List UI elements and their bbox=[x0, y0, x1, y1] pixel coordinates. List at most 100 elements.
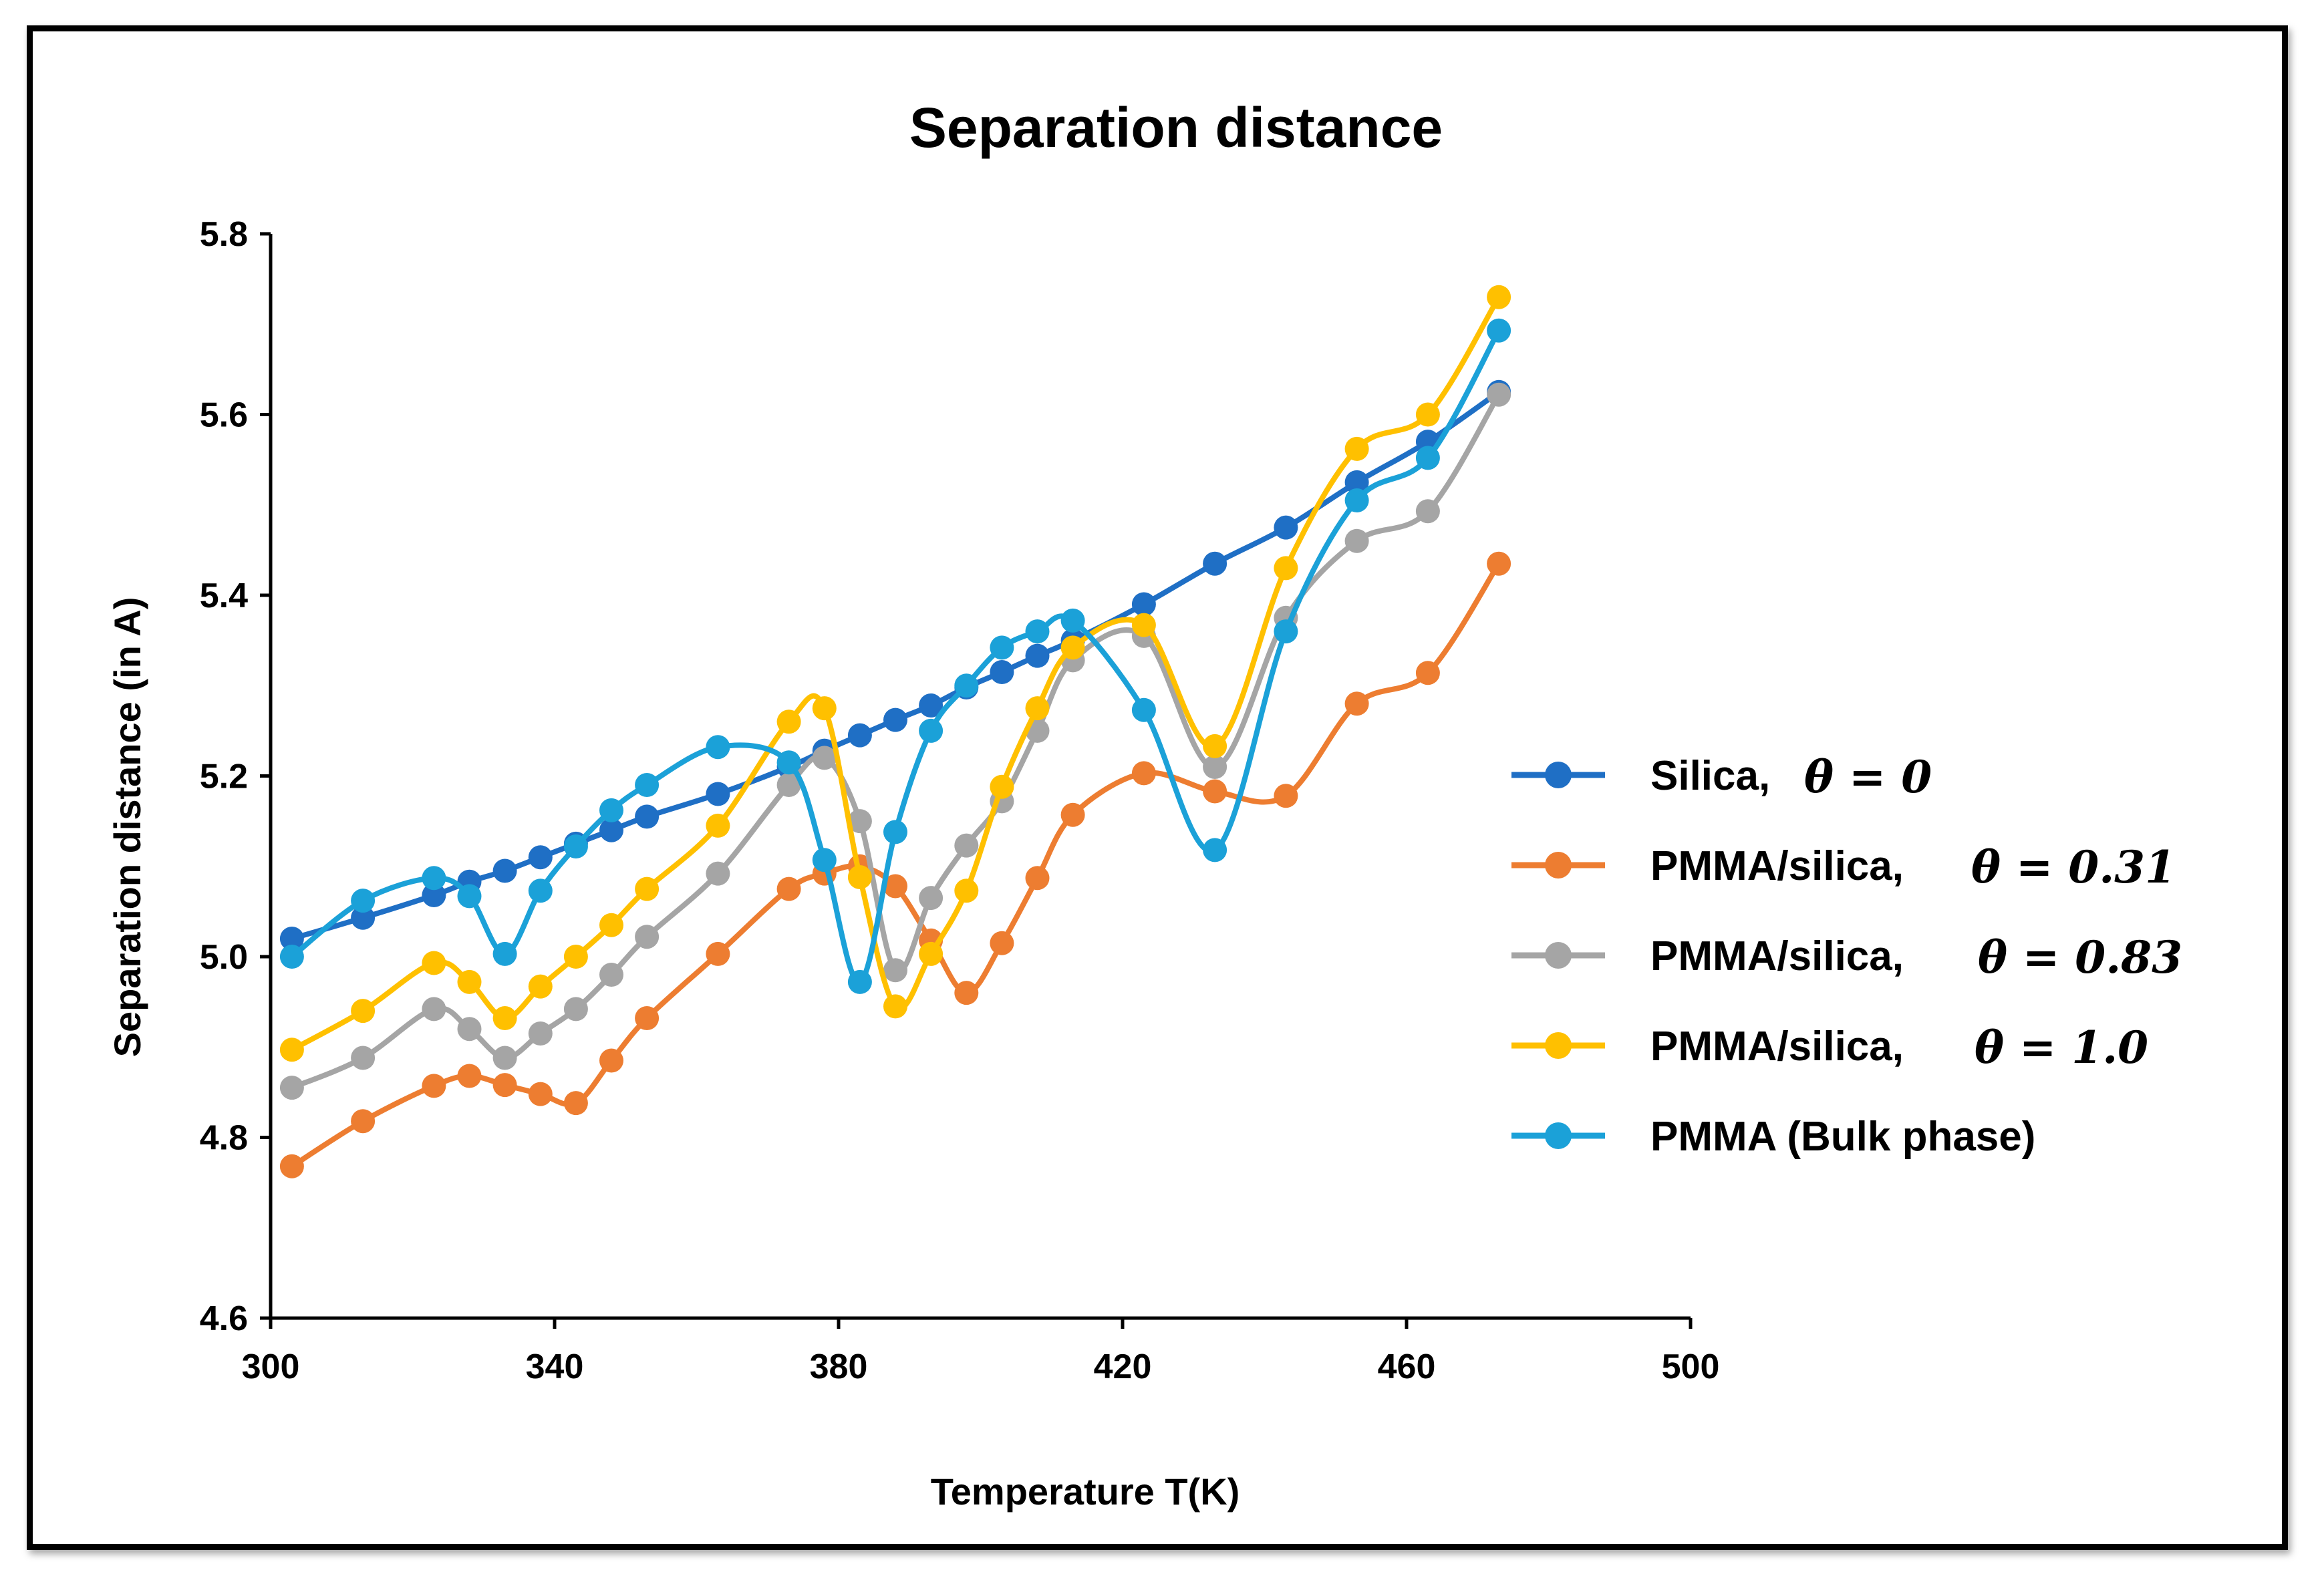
legend-label: Silica, bbox=[1650, 753, 1770, 799]
series-layer bbox=[279, 285, 1511, 1178]
x-tick-label: 340 bbox=[526, 1347, 584, 1386]
data-point-pmma-silica-theta-0-31 bbox=[599, 1048, 623, 1073]
x-tick-label: 420 bbox=[1094, 1347, 1152, 1386]
data-point-pmma-silica-theta-0-31 bbox=[492, 1073, 517, 1098]
data-point-pmma-silica-theta-0-83 bbox=[883, 958, 907, 983]
data-point-pmma-bulk-phase bbox=[351, 889, 376, 913]
data-point-pmma-bulk-phase bbox=[492, 941, 517, 966]
data-point-pmma-silica-theta-1-0 bbox=[919, 941, 943, 966]
axes: 4.6 4.8 5.0 5.2 5.4 5.6 5.8 300 340 380 420 460 500 bbox=[200, 215, 1720, 1386]
series-silica-theta-0 bbox=[279, 379, 1511, 951]
data-point-pmma-bulk-phase bbox=[563, 834, 588, 858]
data-point-pmma-silica-theta-0-83 bbox=[847, 809, 872, 834]
x-tick-label: 300 bbox=[242, 1347, 300, 1386]
data-point-pmma-bulk-phase bbox=[1487, 318, 1511, 343]
data-point-pmma-silica-theta-0-83 bbox=[563, 997, 588, 1021]
data-point-pmma-silica-theta-0-83 bbox=[1344, 528, 1369, 553]
x-axis-title: Temperature T(K) bbox=[931, 1470, 1240, 1513]
data-point-pmma-silica-theta-1-0 bbox=[492, 1006, 517, 1030]
legend-swatch-marker bbox=[1545, 1032, 1572, 1059]
y-tick-label: 5.2 bbox=[200, 758, 248, 796]
data-point-pmma-silica-theta-0-31 bbox=[1274, 784, 1298, 808]
legend-swatch-marker bbox=[1545, 762, 1572, 788]
data-point-pmma-silica-theta-1-0 bbox=[990, 774, 1014, 799]
data-point-pmma-silica-theta-0-83 bbox=[812, 746, 837, 770]
data-point-pmma-bulk-phase bbox=[1131, 697, 1156, 722]
data-point-pmma-bulk-phase bbox=[528, 879, 553, 903]
data-point-pmma-bulk-phase bbox=[457, 884, 482, 909]
data-point-pmma-silica-theta-0-31 bbox=[1131, 761, 1156, 786]
data-point-pmma-silica-theta-1-0 bbox=[279, 1038, 304, 1062]
y-tick-label: 4.6 bbox=[200, 1299, 248, 1338]
data-point-silica-theta-0 bbox=[1203, 551, 1227, 576]
y-axis-title: Separation distance (in A) bbox=[106, 597, 148, 1058]
legend-math-label: θ = 0.83 bbox=[1978, 931, 2182, 983]
data-point-pmma-silica-theta-0-83 bbox=[457, 1017, 482, 1042]
data-point-pmma-bulk-phase bbox=[599, 798, 623, 822]
data-point-pmma-bulk-phase bbox=[1203, 838, 1227, 862]
data-point-pmma-bulk-phase bbox=[635, 773, 660, 797]
x-tick-label: 380 bbox=[810, 1347, 868, 1386]
data-point-pmma-silica-theta-1-0 bbox=[351, 999, 376, 1023]
series-line-silica-theta-0 bbox=[291, 389, 1501, 941]
data-point-pmma-bulk-phase bbox=[990, 635, 1014, 660]
chart-title: Separation distance bbox=[909, 96, 1443, 159]
legend-item-pmma-bulk-phase: PMMA (Bulk phase) bbox=[1511, 1114, 2035, 1160]
legend-item-pmma-silica-theta-0-31: PMMA/silica, θ = 0.31 bbox=[1511, 841, 2176, 893]
series-pmma-silica-theta-0-31 bbox=[279, 551, 1511, 1178]
data-point-pmma-silica-theta-1-0 bbox=[457, 969, 482, 994]
data-point-pmma-silica-theta-0-31 bbox=[457, 1064, 482, 1088]
data-point-pmma-silica-theta-0-83 bbox=[919, 886, 943, 911]
data-point-silica-theta-0 bbox=[1025, 643, 1050, 668]
data-point-silica-theta-0 bbox=[919, 693, 943, 718]
series-line-pmma-silica-theta-1-0 bbox=[290, 295, 1501, 1052]
legend-math-label: θ = 1.0 bbox=[1975, 1021, 2148, 1074]
legend-item-pmma-silica-theta-1-0: PMMA/silica, θ = 1.0 bbox=[1511, 1021, 2148, 1074]
data-point-pmma-silica-theta-0-31 bbox=[422, 1074, 446, 1098]
data-point-silica-theta-0 bbox=[1131, 592, 1156, 617]
data-point-pmma-bulk-phase bbox=[706, 735, 730, 760]
data-point-pmma-silica-theta-0-31 bbox=[1060, 802, 1085, 827]
data-point-pmma-silica-theta-1-0 bbox=[847, 865, 872, 889]
x-tick-label: 500 bbox=[1662, 1347, 1720, 1386]
data-point-silica-theta-0 bbox=[351, 905, 376, 930]
legend-label: PMMA/silica, bbox=[1650, 933, 1904, 979]
legend-swatch-marker bbox=[1545, 942, 1572, 969]
data-point-pmma-silica-theta-1-0 bbox=[954, 879, 979, 903]
data-point-pmma-silica-theta-0-31 bbox=[1025, 866, 1050, 891]
series-pmma-silica-theta-1-0 bbox=[279, 285, 1511, 1062]
data-point-pmma-silica-theta-0-31 bbox=[279, 1154, 304, 1178]
data-point-pmma-silica-theta-1-0 bbox=[528, 974, 553, 999]
data-point-pmma-silica-theta-0-31 bbox=[1487, 551, 1511, 576]
data-point-pmma-bulk-phase bbox=[1344, 488, 1369, 512]
data-point-pmma-bulk-phase bbox=[279, 945, 304, 969]
data-point-pmma-bulk-phase bbox=[1274, 619, 1298, 644]
x-tick-label: 460 bbox=[1378, 1347, 1436, 1386]
data-point-pmma-silica-theta-1-0 bbox=[1060, 635, 1085, 660]
data-point-pmma-silica-theta-0-31 bbox=[635, 1006, 660, 1030]
legend-swatch-marker bbox=[1545, 852, 1572, 879]
series-pmma-bulk-phase bbox=[279, 318, 1511, 994]
series-line-pmma-bulk-phase bbox=[290, 329, 1501, 985]
data-point-pmma-bulk-phase bbox=[812, 848, 837, 873]
data-point-silica-theta-0 bbox=[599, 818, 623, 842]
data-point-pmma-silica-theta-0-83 bbox=[422, 997, 446, 1021]
data-point-pmma-silica-theta-1-0 bbox=[1415, 402, 1440, 427]
data-point-silica-theta-0 bbox=[492, 858, 517, 883]
data-point-pmma-silica-theta-0-83 bbox=[528, 1021, 553, 1046]
legend-math-label: θ = 0.31 bbox=[1971, 841, 2176, 893]
data-point-pmma-bulk-phase bbox=[883, 820, 907, 844]
y-tick-label: 4.8 bbox=[200, 1119, 248, 1158]
data-point-pmma-silica-theta-0-83 bbox=[492, 1046, 517, 1070]
data-point-silica-theta-0 bbox=[847, 723, 872, 748]
data-point-pmma-silica-theta-1-0 bbox=[635, 877, 660, 901]
legend-label: PMMA (Bulk phase) bbox=[1650, 1114, 2035, 1160]
legend-item-silica-theta-0: Silica, θ = 0 bbox=[1511, 751, 1932, 803]
data-point-silica-theta-0 bbox=[422, 883, 446, 907]
data-point-pmma-silica-theta-1-0 bbox=[883, 994, 907, 1019]
data-point-pmma-silica-theta-0-31 bbox=[351, 1109, 376, 1134]
data-point-pmma-silica-theta-0-31 bbox=[954, 981, 979, 1005]
data-point-pmma-silica-theta-0-83 bbox=[1415, 499, 1440, 524]
legend-label: PMMA/silica, bbox=[1650, 1023, 1904, 1070]
